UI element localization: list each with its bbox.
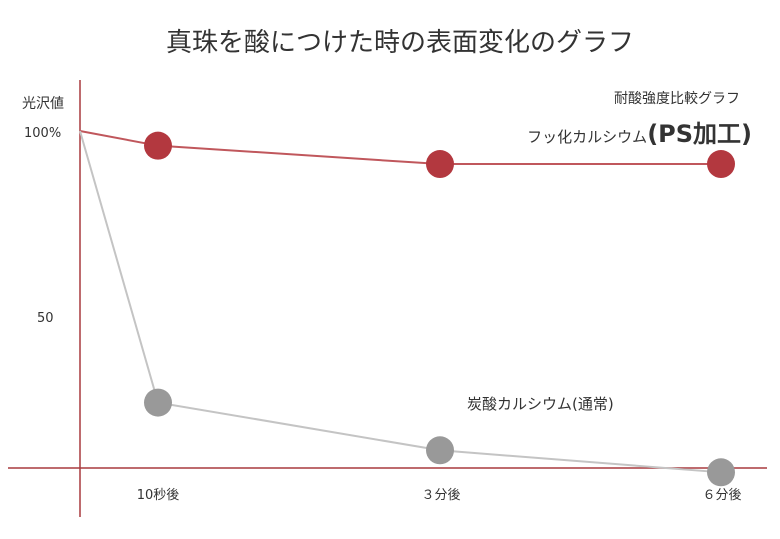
data-point <box>707 150 735 179</box>
series-line <box>79 130 722 474</box>
series-name: フッ化カルシウム <box>527 128 647 146</box>
data-point <box>144 131 172 160</box>
data-point <box>426 150 454 179</box>
series-name-suffix: (PS加工) <box>647 120 752 148</box>
chart-subtitle: 耐酸強度比較グラフ <box>614 91 740 107</box>
x-tick-label: ６分後 <box>702 488 741 503</box>
series-label-fluoride: フッ化カルシウム(PS加工) <box>527 120 752 148</box>
x-tick-label: 10秒後 <box>137 488 180 503</box>
chart-title: 真珠を酸につけた時の表面変化のグラフ <box>166 28 634 58</box>
y-tick-label: 100% <box>24 126 61 141</box>
series-layer <box>79 130 735 487</box>
series-line <box>79 130 721 166</box>
x-tick-label: ３分後 <box>421 488 460 503</box>
data-point <box>426 436 454 465</box>
y-tick-label: 50 <box>37 311 54 326</box>
series-label-carbonate: 炭酸カルシウム(通常) <box>467 395 614 413</box>
data-point <box>144 388 172 417</box>
data-point <box>707 458 735 487</box>
y-axis-label: 光沢値 <box>22 96 64 112</box>
